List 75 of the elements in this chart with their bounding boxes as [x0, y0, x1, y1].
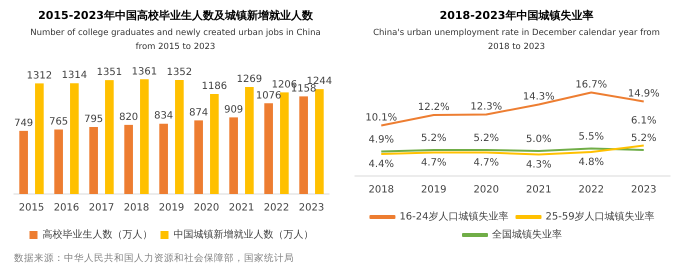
legend-label: 高校毕业生人数（万人） — [42, 228, 152, 241]
legend-label: 全国城镇失业率 — [492, 228, 562, 241]
data-label: 4.8% — [578, 157, 604, 168]
data-label: 10.1% — [365, 112, 398, 124]
bar — [175, 80, 184, 194]
data-label: 12.2% — [418, 102, 450, 113]
chart-title: 2018-2023年中国城镇失业率 — [438, 8, 594, 23]
data-label: 5.2% — [631, 133, 656, 144]
data-label: 6.1% — [631, 116, 656, 126]
data-label: 4.7% — [474, 158, 499, 168]
bar — [264, 103, 273, 194]
source-note: 数据来源：中华人民共和国人力资源和社会保障部，国家统计局 — [14, 252, 295, 265]
data-label: 5.2% — [474, 133, 499, 144]
data-label: 14.3% — [522, 92, 555, 102]
data-label: 795 — [84, 114, 104, 125]
data-label: 1312 — [26, 70, 52, 82]
legend-label: 16-24岁人口城镇失业率 — [399, 210, 509, 223]
bar — [89, 126, 98, 194]
data-label: 1269 — [236, 74, 262, 86]
x-tick-label: 2022 — [264, 202, 290, 214]
data-label: 820 — [119, 112, 138, 123]
x-tick-label: 2018 — [124, 202, 150, 214]
data-label: 12.3% — [470, 102, 502, 112]
bar — [35, 83, 44, 194]
x-tick-label: 2021 — [526, 184, 552, 196]
data-label: 4.3% — [526, 160, 552, 170]
x-tick-label: 2016 — [54, 202, 80, 214]
bar — [70, 83, 79, 194]
data-label: 16.7% — [575, 80, 608, 90]
data-label: 4.7% — [421, 158, 446, 168]
data-label: 749 — [14, 118, 34, 129]
data-label: 4.9% — [368, 134, 394, 146]
bar — [245, 87, 254, 194]
data-label: 834 — [154, 110, 174, 122]
legend-label: 中国城镇新增就业人数（万人） — [174, 228, 314, 241]
x-tick-label: 2018 — [368, 184, 394, 196]
bar — [124, 124, 133, 194]
bar — [19, 130, 28, 194]
bar — [140, 79, 149, 194]
data-label: 909 — [224, 104, 244, 116]
data-label: 1186 — [202, 81, 228, 92]
bar — [229, 117, 238, 194]
bar — [194, 120, 203, 194]
data-label: 5.5% — [578, 132, 604, 142]
x-tick-label: 2023 — [631, 184, 656, 196]
data-label: 1314 — [62, 70, 88, 82]
x-tick-label: 2021 — [228, 202, 254, 214]
x-tick-label: 2017 — [88, 202, 114, 214]
bar — [210, 94, 219, 194]
bar — [105, 80, 114, 194]
data-label: 765 — [49, 116, 68, 128]
data-label: 1361 — [132, 66, 158, 78]
bar — [159, 124, 168, 194]
bar — [315, 89, 324, 194]
bar — [54, 130, 63, 194]
legend-label: 25-59岁人口城镇失业率 — [546, 210, 655, 223]
data-label: 1351 — [96, 67, 122, 78]
x-tick-label: 2023 — [298, 202, 324, 214]
data-label: 5.0% — [526, 134, 552, 145]
x-tick-label: 2022 — [578, 184, 604, 196]
chart-title: 2015-2023年中国高校毕业生人数及城镇新增就业人数 — [37, 8, 314, 23]
data-label: 4.4% — [368, 159, 394, 170]
bar — [280, 92, 289, 194]
bar — [299, 96, 308, 194]
x-tick-label: 2020 — [194, 202, 220, 214]
x-tick-label: 2020 — [474, 184, 499, 196]
chart-subtitle: Number of college graduates and newly created urban jobs in China from 2015 to 2023 — [29, 27, 322, 54]
data-label: 874 — [189, 107, 208, 118]
data-label: 5.2% — [421, 133, 446, 144]
x-tick-label: 2019 — [421, 184, 446, 196]
data-label: 14.9% — [628, 88, 660, 100]
data-label: 1352 — [166, 67, 192, 78]
x-tick-label: 2019 — [158, 202, 184, 214]
chart-subtitle: China's urban unemployment rate in December calendar year from 2018 to 2023 — [372, 27, 661, 54]
x-tick-label: 2015 — [18, 202, 44, 214]
